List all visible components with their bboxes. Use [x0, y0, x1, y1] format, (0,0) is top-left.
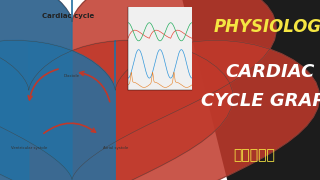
Text: தமிழ்: தமிழ் [234, 148, 275, 162]
Text: Diastole: Diastole [64, 73, 80, 78]
Text: Cardiac cycle: Cardiac cycle [42, 13, 94, 19]
Polygon shape [0, 40, 29, 180]
Polygon shape [182, 0, 320, 180]
Text: Ventricular systole: Ventricular systole [11, 145, 47, 150]
Polygon shape [0, 40, 115, 180]
Polygon shape [0, 0, 276, 180]
Polygon shape [0, 0, 72, 180]
Polygon shape [0, 40, 319, 180]
Text: CYCLE GRAPH: CYCLE GRAPH [201, 92, 320, 110]
Polygon shape [0, 40, 233, 180]
Text: CARDIAC: CARDIAC [226, 63, 315, 81]
Polygon shape [0, 0, 234, 180]
Text: Atrial systole: Atrial systole [103, 145, 128, 150]
Text: PHYSIOLOGY: PHYSIOLOGY [214, 18, 320, 36]
